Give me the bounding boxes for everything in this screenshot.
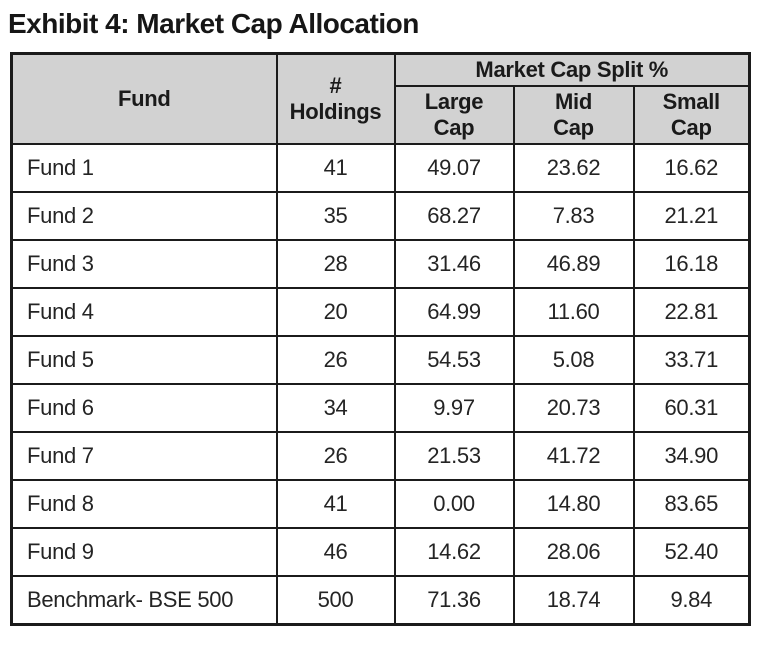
- table-body: Fund 1 41 49.07 23.62 16.62 Fund 2 35 68…: [10, 143, 751, 626]
- exhibit-page: Exhibit 4: Market Cap Allocation Fund # …: [0, 8, 757, 626]
- col-header-holdings: # Holdings: [275, 52, 396, 145]
- col-header-mid-cap-line2: Cap: [553, 115, 594, 140]
- small-cap-cell: 21.21: [632, 191, 751, 241]
- mid-cap-cell: 41.72: [512, 431, 635, 481]
- holdings-cell: 41: [275, 143, 396, 193]
- col-header-small-cap-line2: Cap: [670, 115, 712, 140]
- large-cap-cell: 68.27: [393, 191, 515, 241]
- table-row-fund-9: Fund 9 46 14.62 28.06 52.40: [10, 527, 751, 577]
- large-cap-cell: 21.53: [393, 431, 515, 481]
- fund-name-cell: Fund 5: [10, 335, 278, 385]
- fund-name-cell: Fund 2: [10, 191, 278, 241]
- col-header-large-cap-line1: Large: [424, 89, 484, 114]
- col-header-mid-cap-line1: Mid: [555, 89, 592, 114]
- table-header: Fund # Holdings Market Cap Split % Large…: [10, 52, 751, 145]
- fund-name-cell: Fund 8: [10, 479, 278, 529]
- col-header-market-cap-split: Market Cap Split %: [393, 52, 751, 87]
- col-header-mid-cap: Mid Cap: [512, 85, 635, 145]
- mid-cap-cell: 20.73: [512, 383, 635, 433]
- market-cap-table: Fund # Holdings Market Cap Split % Large…: [10, 52, 752, 626]
- holdings-cell: 41: [275, 479, 396, 529]
- table-row-fund-8: Fund 8 41 0.00 14.80 83.65: [10, 479, 751, 529]
- mid-cap-cell: 14.80: [512, 479, 635, 529]
- large-cap-cell: 31.46: [393, 239, 515, 289]
- col-header-small-cap: Small Cap: [632, 85, 751, 145]
- header-sub-row: Large Cap Mid Cap Small Cap: [12, 85, 751, 145]
- table-row-benchmark: Benchmark- BSE 500 500 71.36 18.74 9.84: [10, 575, 751, 626]
- table-row-fund-4: Fund 4 20 64.99 11.60 22.81: [10, 287, 751, 337]
- large-cap-cell: 64.99: [393, 287, 515, 337]
- small-cap-cell: 16.18: [632, 239, 751, 289]
- holdings-cell: 500: [275, 575, 396, 626]
- fund-name-cell: Fund 3: [10, 239, 278, 289]
- col-header-large-cap: Large Cap: [393, 85, 515, 145]
- mid-cap-cell: 46.89: [512, 239, 635, 289]
- fund-name-cell: Fund 9: [10, 527, 278, 577]
- table-row-fund-7: Fund 7 26 21.53 41.72 34.90: [10, 431, 751, 481]
- exhibit-title: Exhibit 4: Market Cap Allocation: [8, 8, 419, 39]
- large-cap-cell: 9.97: [393, 383, 515, 433]
- mid-cap-cell: 23.62: [512, 143, 635, 193]
- mid-cap-cell: 28.06: [512, 527, 635, 577]
- small-cap-cell: 52.40: [632, 527, 751, 577]
- col-header-holdings-line2: Holdings: [289, 99, 382, 124]
- col-header-large-cap-line2: Cap: [433, 115, 475, 140]
- holdings-cell: 28: [275, 239, 396, 289]
- holdings-cell: 20: [275, 287, 396, 337]
- holdings-cell: 34: [275, 383, 396, 433]
- table-row-fund-3: Fund 3 28 31.46 46.89 16.18: [10, 239, 751, 289]
- large-cap-cell: 0.00: [393, 479, 515, 529]
- mid-cap-cell: 5.08: [512, 335, 635, 385]
- mid-cap-cell: 11.60: [512, 287, 635, 337]
- large-cap-cell: 71.36: [393, 575, 515, 626]
- col-header-fund: Fund: [10, 52, 278, 145]
- holdings-cell: 26: [275, 335, 396, 385]
- small-cap-cell: 16.62: [632, 143, 751, 193]
- small-cap-cell: 22.81: [632, 287, 751, 337]
- fund-name-cell: Fund 6: [10, 383, 278, 433]
- table-row-fund-5: Fund 5 26 54.53 5.08 33.71: [10, 335, 751, 385]
- small-cap-cell: 9.84: [632, 575, 751, 626]
- table-row-fund-2: Fund 2 35 68.27 7.83 21.21: [10, 191, 751, 241]
- mid-cap-cell: 18.74: [512, 575, 635, 626]
- holdings-cell: 35: [275, 191, 396, 241]
- large-cap-cell: 54.53: [393, 335, 515, 385]
- small-cap-cell: 34.90: [632, 431, 751, 481]
- small-cap-cell: 33.71: [632, 335, 751, 385]
- fund-name-cell: Fund 7: [10, 431, 278, 481]
- table-row-fund-1: Fund 1 41 49.07 23.62 16.62: [10, 143, 751, 193]
- header-group-row: Fund # Holdings Market Cap Split %: [10, 52, 751, 145]
- table-row-fund-6: Fund 6 34 9.97 20.73 60.31: [10, 383, 751, 433]
- large-cap-cell: 14.62: [393, 527, 515, 577]
- fund-name-cell: Fund 1: [10, 143, 278, 193]
- col-header-holdings-line1: #: [329, 73, 342, 98]
- holdings-cell: 26: [275, 431, 396, 481]
- fund-name-cell: Fund 4: [10, 287, 278, 337]
- fund-name-cell: Benchmark- BSE 500: [10, 575, 278, 626]
- holdings-cell: 46: [275, 527, 396, 577]
- small-cap-cell: 83.65: [632, 479, 751, 529]
- mid-cap-cell: 7.83: [512, 191, 635, 241]
- small-cap-cell: 60.31: [632, 383, 751, 433]
- large-cap-cell: 49.07: [393, 143, 515, 193]
- col-header-small-cap-line1: Small: [662, 89, 721, 114]
